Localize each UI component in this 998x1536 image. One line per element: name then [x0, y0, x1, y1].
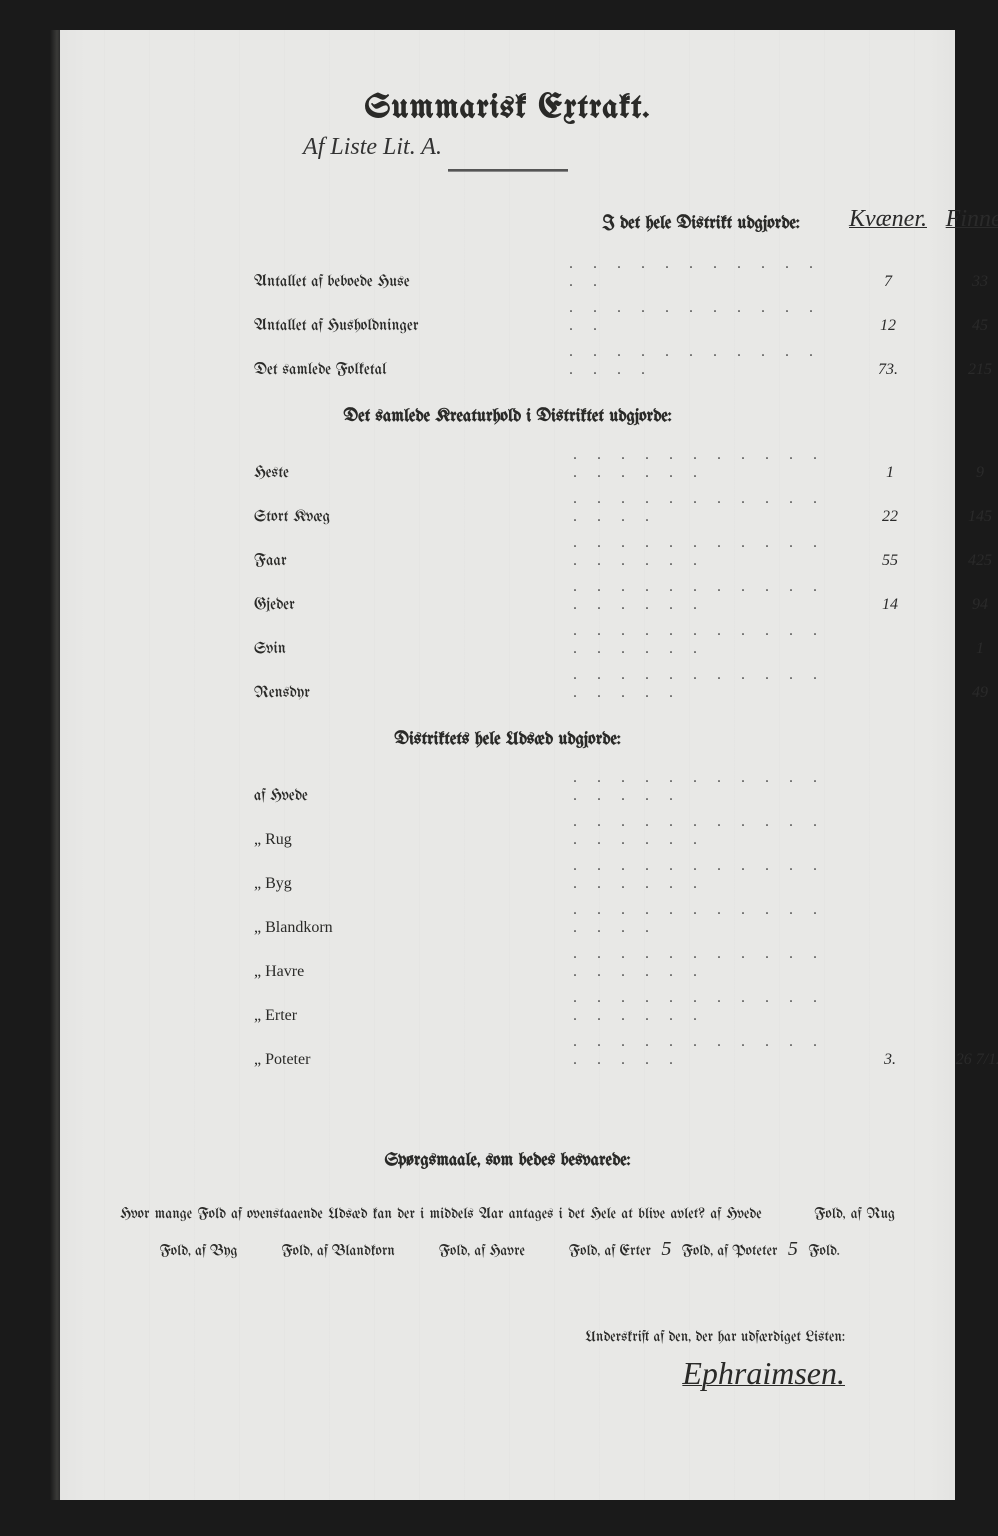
table-row: „ Erter . . . . . . . . . . . . . . . . …: [230, 985, 998, 1029]
cell-value: [845, 662, 935, 706]
section3-heading: Distriktets hele Udsæd udgjorde:: [110, 730, 905, 749]
cell-value: 9: [935, 442, 998, 486]
questions-body: Hvor mange Fold af ovenstaaende Udsæd ka…: [120, 1199, 895, 1269]
table-row: „ Byg . . . . . . . . . . . . . . . . .: [230, 853, 998, 897]
cell-value: [845, 618, 935, 662]
signature-block: Underskrift af den, der har udfærdiget L…: [110, 1329, 905, 1392]
cell-value: 22: [845, 486, 935, 530]
col-header-2: Finner.: [935, 202, 998, 237]
col-header-1: Kvæner.: [841, 202, 935, 237]
row-label: „ Rug: [246, 809, 565, 853]
table-row: Antallet af beboede Huse . . . . . . . .…: [230, 251, 998, 295]
cell-value: 215: [935, 339, 998, 383]
leader-dots: . . . . . . . . . . . . .: [561, 251, 841, 295]
row-label: Det samlede Folketal: [246, 339, 561, 383]
table-row: af Hvede . . . . . . . . . . . . . . . .: [230, 765, 998, 809]
page-title: Summarisk Extrakt.: [110, 90, 905, 126]
cell-value: [845, 765, 935, 809]
row-label: „ Erter: [246, 985, 565, 1029]
signature-name: Ephraimsen.: [110, 1355, 845, 1392]
row-label: Svin: [246, 618, 565, 662]
cell-value: 3.: [845, 1029, 935, 1073]
table-row: Gjeder . . . . . . . . . . . . . . . . .…: [230, 574, 998, 618]
hw-poteter-value: 5: [782, 1238, 804, 1260]
questions-section: Spørgsmaale, som bedes besvarede: Hvor m…: [110, 1143, 905, 1269]
row-label: „ Poteter: [246, 1029, 565, 1073]
table-row: Svin . . . . . . . . . . . . . . . . . 1: [230, 618, 998, 662]
cell-value: 26 7/12: [935, 1029, 998, 1073]
row-label: Rensdyr: [246, 662, 565, 706]
row-label: af Hvede: [246, 765, 565, 809]
table-row: Det samlede Folketal . . . . . . . . . .…: [230, 339, 998, 383]
hw-erter-value: 5: [655, 1238, 677, 1260]
cell-value: 145: [935, 486, 998, 530]
cell-value: 73.: [841, 339, 935, 383]
table-row: Antallet af Husholdninger . . . . . . . …: [230, 295, 998, 339]
cell-value: 425: [935, 530, 998, 574]
cell-value: 55: [845, 530, 935, 574]
questions-heading: Spørgsmaale, som bedes besvarede:: [120, 1143, 895, 1179]
document-page: Summarisk Extrakt. Af Liste Lit. A. I de…: [60, 30, 955, 1500]
row-label: Antallet af Husholdninger: [246, 295, 561, 339]
row-label: Gjeder: [246, 574, 565, 618]
livestock-table: Heste . . . . . . . . . . . . . . . . . …: [230, 442, 998, 706]
cell-value: 7: [841, 251, 935, 295]
table-row: Faar . . . . . . . . . . . . . . . . . 5…: [230, 530, 998, 574]
table-row: „ Havre . . . . . . . . . . . . . . . . …: [230, 941, 998, 985]
signature-label: Underskrift af den, der har udfærdiget L…: [110, 1329, 845, 1345]
cell-value: 1: [845, 442, 935, 486]
row-label: Heste: [246, 442, 565, 486]
district-summary-table: I det hele Distrikt udgjorde: Kvæner. Fi…: [230, 202, 998, 383]
table-row: Rensdyr . . . . . . . . . . . . . . . . …: [230, 662, 998, 706]
row-label: Faar: [246, 530, 565, 574]
section1-heading: I det hele Distrikt udgjorde:: [561, 202, 841, 237]
row-label: Stort Kvæg: [246, 486, 565, 530]
cell-value: 33: [935, 251, 998, 295]
cell-value: 1: [935, 618, 998, 662]
subtitle-handwritten: Af Liste Lit. A.: [0, 134, 905, 161]
column-headers: I det hele Distrikt udgjorde: Kvæner. Fi…: [230, 202, 998, 237]
cell-value: 14: [845, 574, 935, 618]
cell-value: 94: [935, 574, 998, 618]
row-label: „ Blandkorn: [246, 897, 565, 941]
title-rule: [448, 169, 568, 172]
sowing-table: af Hvede . . . . . . . . . . . . . . . .…: [230, 765, 998, 1073]
row-label: Antallet af beboede Huse: [246, 251, 561, 295]
table-row: „ Poteter . . . . . . . . . . . . . . . …: [230, 1029, 998, 1073]
cell-value: [935, 765, 998, 809]
row-label: „ Havre: [246, 941, 565, 985]
row-label: „ Byg: [246, 853, 565, 897]
cell-value: 45: [935, 295, 998, 339]
section2-heading: Det samlede Kreaturhold i Distriktet udg…: [110, 407, 905, 426]
table-row: Stort Kvæg . . . . . . . . . . . . . . .…: [230, 486, 998, 530]
table-row: „ Blandkorn . . . . . . . . . . . . . . …: [230, 897, 998, 941]
table-row: „ Rug . . . . . . . . . . . . . . . . .: [230, 809, 998, 853]
table-row: Heste . . . . . . . . . . . . . . . . . …: [230, 442, 998, 486]
cell-value: 49: [935, 662, 998, 706]
cell-value: 12: [841, 295, 935, 339]
